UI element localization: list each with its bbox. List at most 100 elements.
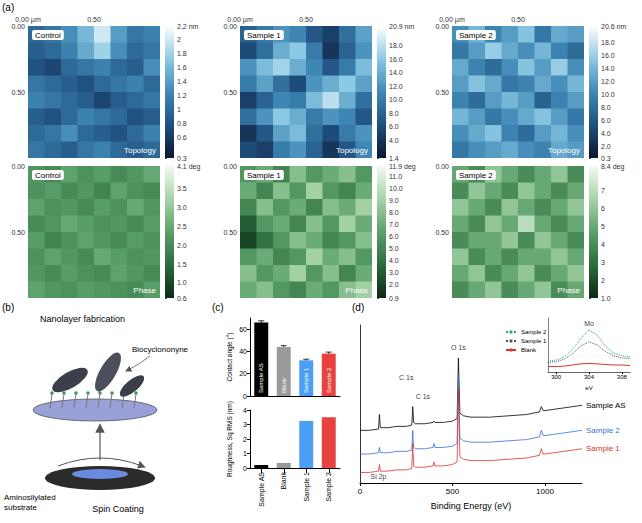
svg-text:8.0: 8.0	[389, 209, 399, 216]
svg-text:7.0: 7.0	[389, 221, 399, 228]
svg-text:Blank: Blank	[281, 377, 287, 393]
svg-text:Binding Energy (eV): Binding Energy (eV)	[431, 501, 512, 511]
svg-text:1.4: 1.4	[389, 155, 399, 162]
svg-text:1: 1	[177, 106, 181, 113]
svg-text:6.0: 6.0	[389, 123, 399, 130]
svg-text:0.50: 0.50	[511, 16, 525, 23]
svg-text:Sample 2: Sample 2	[586, 426, 620, 435]
svg-text:0.8: 0.8	[177, 120, 187, 127]
svg-text:0.6: 0.6	[177, 134, 187, 141]
svg-text:0.00: 0.00	[11, 23, 25, 30]
svg-text:Sample 1: Sample 1	[247, 171, 281, 180]
svg-text:0.6: 0.6	[177, 295, 187, 302]
svg-text:Sample 1: Sample 1	[247, 31, 281, 40]
svg-text:Topology: Topology	[336, 146, 368, 155]
svg-text:0.00 µm: 0.00 µm	[439, 16, 465, 24]
svg-text:0.50: 0.50	[223, 89, 237, 96]
svg-text:Sample AS: Sample AS	[258, 363, 264, 393]
svg-text:0.50: 0.50	[11, 89, 25, 96]
svg-text:Sample 2: Sample 2	[325, 472, 333, 502]
svg-text:0: 0	[358, 487, 363, 496]
svg-text:10.0: 10.0	[389, 96, 403, 103]
svg-text:Phase: Phase	[345, 286, 368, 295]
svg-text:20.6 nm: 20.6 nm	[601, 23, 626, 30]
svg-text:O 1s: O 1s	[451, 344, 466, 351]
svg-text:308: 308	[617, 374, 628, 380]
svg-text:Sample AS: Sample AS	[586, 401, 626, 410]
svg-text:6.0: 6.0	[389, 233, 399, 240]
svg-text:Control: Control	[35, 171, 61, 180]
svg-text:2.5: 2.5	[177, 223, 187, 230]
svg-text:Topology: Topology	[124, 146, 156, 155]
svg-text:8.4 deg: 8.4 deg	[601, 163, 624, 171]
svg-text:0.00: 0.00	[435, 23, 449, 30]
svg-text:16.0: 16.0	[601, 52, 615, 59]
svg-text:2: 2	[177, 36, 181, 43]
svg-text:Mo: Mo	[584, 320, 594, 327]
svg-text:0.50: 0.50	[87, 16, 101, 23]
svg-text:3.0: 3.0	[389, 269, 399, 276]
svg-text:1000: 1000	[536, 487, 554, 496]
svg-text:60: 60	[239, 326, 247, 333]
svg-text:Sample 1: Sample 1	[303, 472, 311, 502]
svg-text:1.8: 1.8	[177, 50, 187, 57]
svg-text:0.50: 0.50	[299, 16, 313, 23]
svg-text:Sample 1: Sample 1	[521, 338, 547, 344]
svg-text:Contact angle (°): Contact angle (°)	[226, 333, 234, 382]
svg-text:0: 0	[243, 393, 247, 400]
svg-text:0.50: 0.50	[223, 229, 237, 236]
svg-text:8.0: 8.0	[601, 104, 611, 111]
svg-text:substrate: substrate	[4, 503, 37, 512]
svg-text:Sample 1: Sample 1	[586, 444, 620, 453]
svg-text:Sample 2: Sample 2	[459, 171, 493, 180]
svg-text:Topology: Topology	[548, 146, 580, 155]
svg-text:0: 0	[243, 465, 247, 472]
svg-text:8.0: 8.0	[389, 110, 399, 117]
svg-text:0.00 µm: 0.00 µm	[15, 16, 41, 24]
svg-text:5.0: 5.0	[389, 245, 399, 252]
svg-text:(a): (a)	[2, 2, 14, 13]
svg-text:Sample AS: Sample AS	[258, 472, 266, 507]
svg-text:Sample 2: Sample 2	[459, 31, 493, 40]
svg-text:Sample 1: Sample 1	[303, 367, 309, 393]
svg-text:3: 3	[243, 421, 247, 428]
svg-text:Biocyclononyne: Biocyclononyne	[132, 345, 189, 354]
svg-text:Phase: Phase	[557, 286, 580, 295]
svg-text:1.6: 1.6	[177, 64, 187, 71]
svg-text:0.3: 0.3	[601, 155, 611, 162]
svg-text:Aminosilylated: Aminosilylated	[4, 493, 56, 502]
svg-text:18.0: 18.0	[389, 42, 403, 49]
svg-text:12.0: 12.0	[389, 83, 403, 90]
svg-text:2: 2	[243, 436, 247, 443]
svg-text:2.2 nm: 2.2 nm	[177, 23, 199, 30]
svg-text:14.0: 14.0	[601, 65, 615, 72]
svg-text:1.4: 1.4	[177, 78, 187, 85]
svg-text:Blank: Blank	[280, 472, 287, 490]
svg-text:18.0: 18.0	[601, 39, 615, 46]
svg-text:Control: Control	[35, 31, 61, 40]
svg-text:40: 40	[239, 348, 247, 355]
svg-text:304: 304	[584, 374, 595, 380]
svg-text:1.0: 1.0	[177, 279, 187, 286]
svg-text:1: 1	[243, 450, 247, 457]
svg-text:Phase: Phase	[133, 286, 156, 295]
svg-text:2.0: 2.0	[177, 242, 187, 249]
svg-text:20.9 nm: 20.9 nm	[389, 23, 414, 30]
svg-text:0.00: 0.00	[223, 23, 237, 30]
svg-text:0.00 µm: 0.00 µm	[227, 16, 253, 24]
svg-text:11.0: 11.0	[389, 173, 402, 180]
svg-text:300: 300	[551, 374, 562, 380]
svg-text:5: 5	[601, 223, 605, 230]
svg-text:0.00: 0.00	[11, 163, 25, 170]
svg-text:12.0: 12.0	[601, 78, 615, 85]
svg-text:Nanolayer fabrication: Nanolayer fabrication	[40, 314, 125, 324]
svg-text:16.0: 16.0	[389, 56, 403, 63]
svg-text:C 1s: C 1s	[416, 393, 431, 400]
svg-text:7: 7	[601, 187, 605, 194]
svg-text:4.0: 4.0	[601, 130, 611, 137]
svg-text:0.00: 0.00	[435, 163, 449, 170]
svg-text:10.0: 10.0	[601, 91, 615, 98]
svg-text:3.5: 3.5	[177, 185, 187, 192]
svg-text:2: 2	[601, 277, 605, 284]
svg-text:3.0: 3.0	[177, 204, 187, 211]
